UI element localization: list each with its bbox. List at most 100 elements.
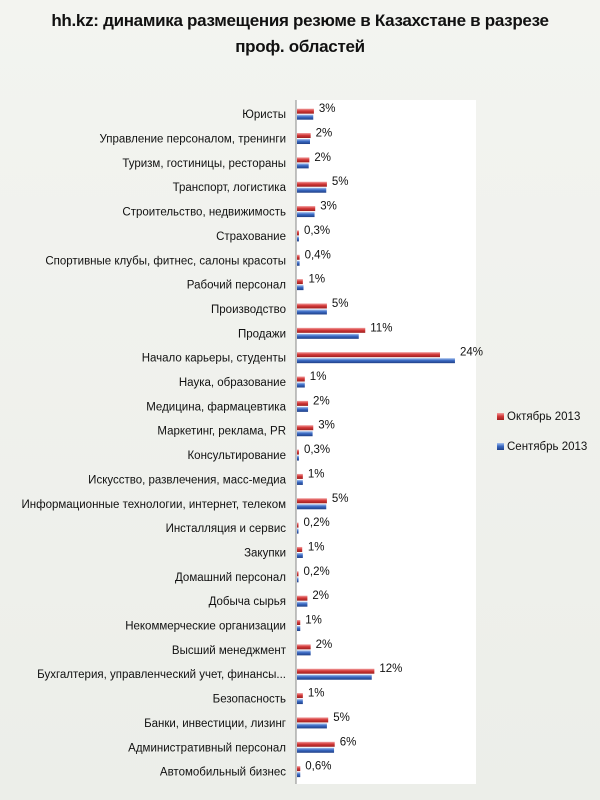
data-label: 1% bbox=[310, 371, 327, 383]
bar-october bbox=[297, 352, 440, 358]
legend-label: Октябрь 2013 bbox=[507, 411, 580, 423]
bar-october bbox=[297, 571, 299, 577]
bar-october bbox=[297, 668, 375, 674]
category-label: Некоммерческие организации bbox=[125, 621, 286, 633]
bar-october bbox=[297, 157, 310, 163]
category-label: Спортивные клубы, фитнес, салоны красоты bbox=[45, 255, 286, 267]
category-label: Административный персонал bbox=[128, 742, 286, 754]
data-label: 5% bbox=[332, 298, 349, 310]
category-label: Туризм, гостиницы, рестораны bbox=[122, 158, 286, 170]
bar-september bbox=[297, 747, 335, 753]
data-label: 11% bbox=[370, 322, 392, 334]
category-label: Маркетинг, реклама, PR bbox=[157, 426, 286, 438]
data-label: 0,2% bbox=[304, 566, 330, 578]
data-label: 1% bbox=[308, 541, 325, 553]
data-label: 2% bbox=[316, 639, 333, 651]
bar-september bbox=[297, 333, 359, 339]
data-label: 1% bbox=[305, 615, 322, 627]
data-label: 0,2% bbox=[304, 517, 330, 529]
bar-october bbox=[297, 376, 305, 382]
category-label: Безопасность bbox=[213, 694, 286, 706]
bar-october bbox=[297, 546, 303, 552]
category-label: Управление персоналом, тренинги bbox=[100, 134, 287, 146]
data-label: 2% bbox=[316, 128, 333, 140]
data-label: 0,3% bbox=[304, 225, 330, 237]
bar-september bbox=[297, 406, 309, 412]
legend-swatch bbox=[497, 443, 504, 450]
category-label: Медицина, фармацевтика bbox=[146, 401, 286, 413]
data-label: 3% bbox=[320, 201, 337, 213]
data-label: 5% bbox=[332, 176, 349, 188]
bar-september bbox=[297, 212, 315, 218]
bar-september bbox=[297, 674, 372, 680]
bar-october bbox=[297, 206, 316, 212]
data-label: 2% bbox=[312, 590, 329, 602]
bar-september bbox=[297, 626, 301, 632]
category-label: Транспорт, логистика bbox=[173, 182, 287, 194]
category-label: Юристы bbox=[242, 109, 286, 121]
bar-october bbox=[297, 133, 311, 139]
category-label: Страхование bbox=[216, 231, 286, 243]
bar-september bbox=[297, 723, 327, 729]
data-label: 0,3% bbox=[304, 444, 330, 456]
bar-september bbox=[297, 260, 300, 266]
data-label: 1% bbox=[308, 468, 325, 480]
data-label: 5% bbox=[333, 712, 350, 724]
bar-september bbox=[297, 163, 309, 169]
category-label: Инсталляция и сервис bbox=[166, 523, 287, 535]
data-label: 0,4% bbox=[305, 249, 331, 261]
bar-october bbox=[297, 741, 335, 747]
bar-september bbox=[297, 187, 327, 193]
category-label: Добыча сырья bbox=[209, 596, 286, 608]
legend-label: Сентябрь 2013 bbox=[507, 441, 587, 453]
bar-september bbox=[297, 479, 303, 485]
data-label: 2% bbox=[314, 152, 331, 164]
data-label: 0,6% bbox=[305, 761, 331, 773]
bar-october bbox=[297, 595, 308, 601]
bar-october bbox=[297, 303, 327, 309]
data-label: 1% bbox=[308, 688, 325, 700]
bar-september bbox=[297, 577, 299, 583]
bar-september bbox=[297, 699, 303, 705]
bar-october bbox=[297, 181, 327, 187]
data-label: 3% bbox=[318, 420, 335, 432]
bar-september bbox=[297, 139, 310, 145]
category-label: Информационные технологии, интернет, тел… bbox=[22, 499, 287, 511]
category-label: Автомобильный бизнес bbox=[160, 767, 286, 779]
data-label: 3% bbox=[319, 103, 336, 115]
bar-september bbox=[297, 382, 305, 388]
bar-october bbox=[297, 717, 329, 723]
category-label: Наука, образование bbox=[179, 377, 286, 389]
chart-title: hh.kz: динамика размещения резюме в Каза… bbox=[51, 11, 549, 56]
category-label: Консультирование bbox=[187, 450, 286, 462]
bar-october bbox=[297, 400, 309, 406]
data-label: 5% bbox=[332, 493, 349, 505]
data-label: 6% bbox=[340, 736, 357, 748]
bar-september bbox=[297, 285, 304, 291]
category-label: Высший менеджмент bbox=[172, 645, 287, 657]
category-label: Рабочий персонал bbox=[187, 280, 286, 292]
bar-october bbox=[297, 108, 314, 114]
category-label: Банки, инвестиции, лизинг bbox=[144, 718, 286, 730]
category-label: Искусство, развлечения, масс-медиа bbox=[88, 474, 286, 486]
category-label: Производство bbox=[211, 304, 286, 316]
category-label: Бухгалтерия, управленческий учет, финанс… bbox=[37, 669, 286, 681]
category-label: Начало карьеры, студенты bbox=[142, 353, 286, 365]
bar-september bbox=[297, 650, 311, 656]
bar-september bbox=[297, 504, 327, 510]
bar-october bbox=[297, 425, 314, 431]
bar-october bbox=[297, 522, 299, 528]
bar-october bbox=[297, 693, 303, 699]
category-label: Строительство, недвижимость bbox=[122, 207, 286, 219]
bar-september bbox=[297, 114, 314, 120]
data-label: 12% bbox=[379, 663, 402, 675]
bar-october bbox=[297, 254, 300, 260]
bar-october bbox=[297, 766, 301, 772]
data-label: 1% bbox=[309, 274, 326, 286]
bar-october bbox=[297, 498, 327, 504]
data-label: 24% bbox=[460, 347, 483, 359]
bar-october bbox=[297, 449, 299, 455]
legend-swatch bbox=[497, 413, 504, 420]
bar-october bbox=[297, 644, 311, 650]
